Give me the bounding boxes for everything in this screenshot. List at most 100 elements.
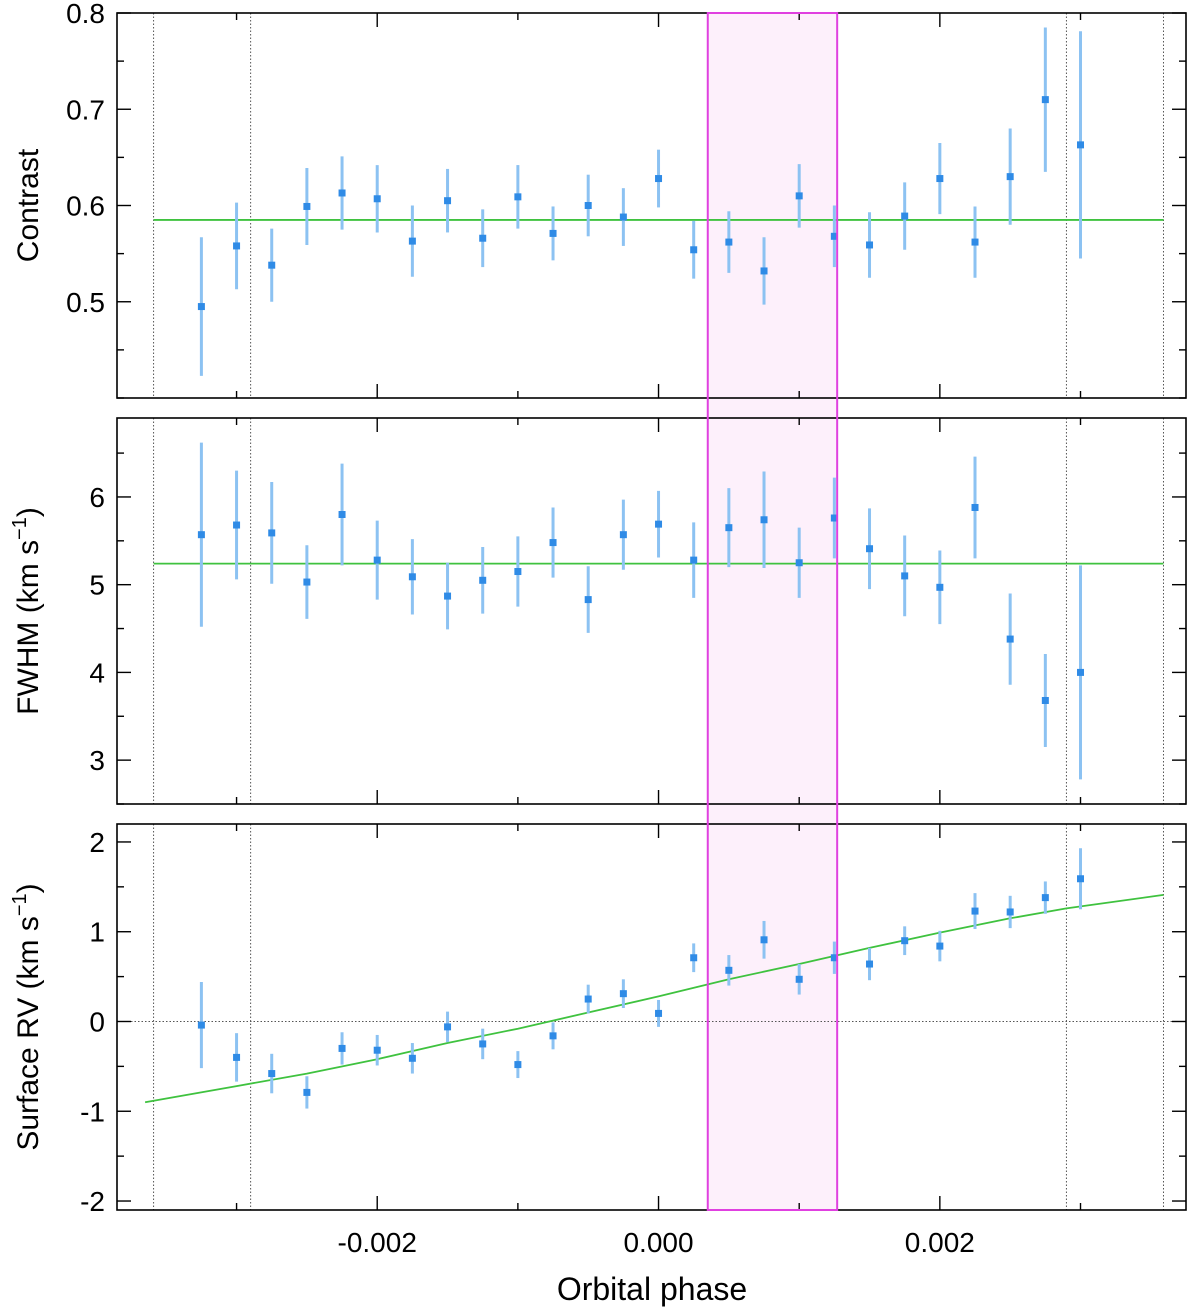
- data-point: [373, 556, 381, 564]
- y-axis-label-text: FWHM (km s: [12, 540, 45, 715]
- data-point: [197, 1021, 205, 1029]
- data-point: [830, 954, 838, 962]
- data-point: [549, 1032, 557, 1040]
- y-tick-label: -2: [80, 1186, 105, 1217]
- data-point: [373, 195, 381, 203]
- y-axis-label-text: Surface RV (km s: [12, 916, 45, 1151]
- data-point: [725, 238, 733, 246]
- y-tick-label: 2: [89, 827, 105, 858]
- data-point: [197, 531, 205, 539]
- data-point: [936, 583, 944, 591]
- data-point: [971, 503, 979, 511]
- panel-1: 0.5 0.6 0.7 0.8 Contrast: [12, 0, 1187, 399]
- y-tick-label: 6: [89, 482, 105, 513]
- data-point: [866, 960, 874, 968]
- data-point: [479, 1040, 487, 1048]
- y-axis-label-superscript: −1: [9, 893, 31, 916]
- y-axis-label: FWHM (km s−1): [9, 507, 45, 715]
- data-point: [233, 1053, 241, 1061]
- data-point: [619, 990, 627, 998]
- data-point: [584, 596, 592, 604]
- data-point: [233, 521, 241, 529]
- data-point: [303, 1088, 311, 1096]
- data-point: [690, 246, 698, 254]
- x-axis-label: Orbital phase: [557, 1271, 747, 1307]
- y-axis-label-end: ): [12, 507, 45, 517]
- data-point: [338, 511, 346, 518]
- data-point: [936, 942, 944, 950]
- data-point: [303, 202, 311, 210]
- data-point: [444, 197, 452, 205]
- data-point: [584, 202, 592, 209]
- data-point: [584, 995, 592, 1003]
- panel-frame: [116, 12, 1187, 399]
- y-tick-label: 3: [89, 745, 105, 776]
- data-point: [619, 213, 627, 221]
- data-point: [479, 576, 487, 584]
- data-point: [760, 516, 768, 524]
- data-point: [936, 175, 944, 183]
- data-point: [444, 592, 452, 600]
- data-point: [1006, 635, 1014, 643]
- data-point: [725, 966, 733, 974]
- data-point: [971, 238, 979, 246]
- panel-2: 3 4 5 6 FWHM (km s−1): [9, 417, 1187, 805]
- data-point: [760, 936, 768, 944]
- data-point: [866, 545, 874, 553]
- x-tick-label: -0.002: [338, 1227, 417, 1258]
- data-point: [1041, 96, 1049, 104]
- panel-3: -2 -1 0 1 2 Surface RV (km s−1): [9, 823, 1187, 1217]
- data-point: [901, 937, 909, 945]
- data-point: [197, 303, 205, 311]
- data-point: [866, 241, 874, 249]
- y-axis-label: Contrast: [12, 148, 45, 262]
- y-tick-label: 0: [89, 1006, 105, 1037]
- data-point: [795, 975, 803, 983]
- panel-frame: [116, 417, 1187, 805]
- data-point: [760, 267, 768, 275]
- data-point: [1077, 668, 1085, 676]
- data-point: [373, 1046, 381, 1054]
- transit-window-fill: [707, 13, 838, 1210]
- y-tick-label: 5: [89, 570, 105, 601]
- data-point: [268, 1070, 276, 1078]
- data-point: [1041, 696, 1049, 704]
- y-tick-label: 0.8: [66, 0, 105, 29]
- data-point: [549, 229, 557, 237]
- data-point: [268, 529, 276, 537]
- data-point: [268, 261, 276, 269]
- data-point: [795, 559, 803, 567]
- y-tick-label: 4: [89, 657, 105, 688]
- data-point: [971, 907, 979, 915]
- data-point: [514, 193, 522, 201]
- data-point: [338, 1044, 346, 1052]
- y-tick-label: -1: [80, 1096, 105, 1127]
- y-tick-label: 0.5: [66, 287, 105, 318]
- data-point: [514, 1061, 522, 1069]
- data-point: [444, 1023, 452, 1031]
- data-point: [408, 1054, 416, 1062]
- data-point: [655, 175, 663, 183]
- x-tick-label: 0.002: [905, 1227, 975, 1258]
- y-tick-label: 1: [89, 917, 105, 948]
- data-point: [303, 578, 311, 586]
- y-tick-label: 0.6: [66, 191, 105, 222]
- data-point: [690, 954, 698, 962]
- data-point: [655, 1009, 663, 1017]
- data-point: [338, 189, 346, 197]
- data-point: [1077, 875, 1085, 883]
- data-point: [233, 242, 241, 250]
- data-point: [619, 531, 627, 539]
- data-point: [830, 232, 838, 240]
- data-point: [725, 524, 733, 532]
- y-axis-label: Surface RV (km s−1): [9, 883, 45, 1150]
- y-axis-label-end: ): [12, 883, 45, 893]
- data-point: [1077, 141, 1085, 149]
- y-axis-label-superscript: −1: [9, 517, 31, 540]
- data-point: [1041, 894, 1049, 902]
- data-point: [901, 572, 909, 580]
- data-point: [690, 556, 698, 564]
- data-point: [901, 212, 909, 220]
- data-point: [655, 520, 663, 528]
